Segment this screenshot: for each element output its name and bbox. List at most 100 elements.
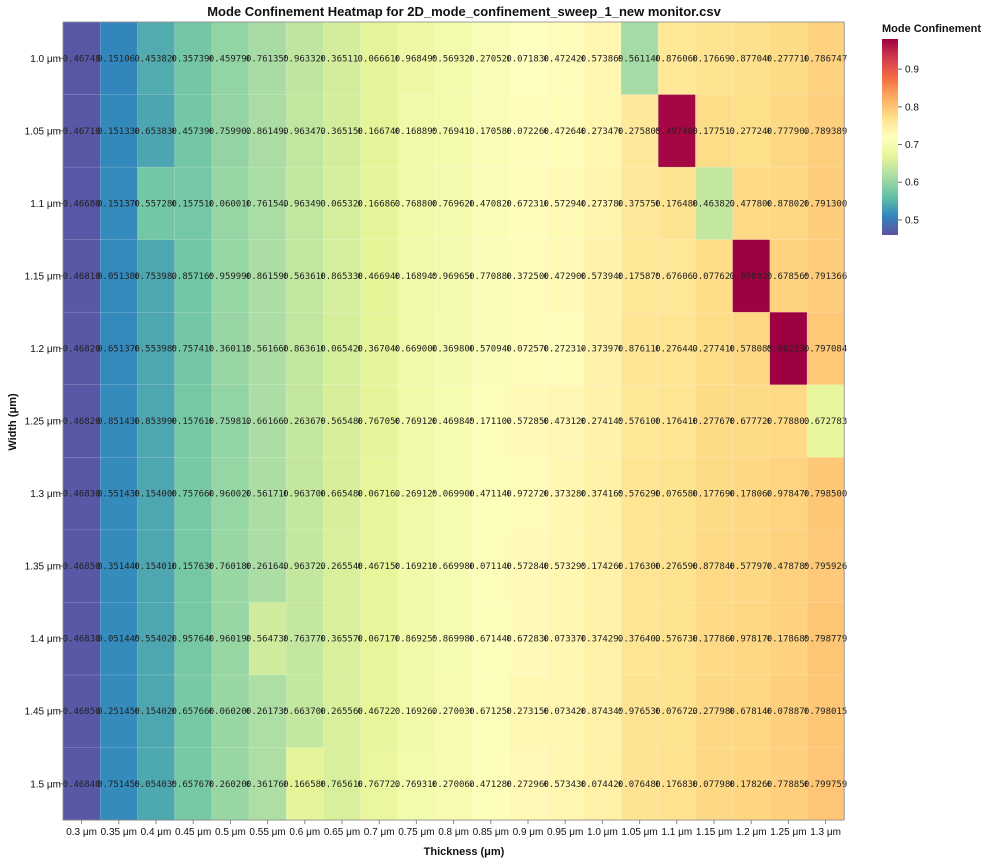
heatmap-cell bbox=[99, 747, 139, 821]
heatmap-cell bbox=[471, 674, 511, 749]
x-tick-label: 0.55 μm bbox=[249, 827, 285, 838]
cell-value-label: 0.277670 bbox=[692, 417, 735, 427]
heatmap-cell bbox=[806, 674, 845, 749]
x-tick-label: 1.05 μm bbox=[621, 827, 657, 838]
heatmap-cell bbox=[620, 384, 659, 458]
cell-value-label: 0.572840 bbox=[506, 562, 549, 572]
cell-value-label: 0.553985 bbox=[134, 344, 177, 354]
cell-value-label: 0.572940 bbox=[544, 199, 587, 209]
cell-value-label: 0.178260 bbox=[730, 780, 773, 790]
cell-value-label: 0.176416 bbox=[655, 417, 698, 427]
cell-value-label: 0.573430 bbox=[544, 780, 587, 790]
heatmap-cell bbox=[323, 384, 362, 458]
heatmap-cell bbox=[769, 602, 808, 676]
heatmap-cell bbox=[509, 529, 548, 604]
cell-value-label: 0.071140 bbox=[469, 562, 512, 572]
x-tick-label: 0.45 μm bbox=[175, 827, 211, 838]
cell-value-label: 0.769413 bbox=[432, 127, 475, 137]
heatmap-cell bbox=[732, 747, 771, 821]
heatmap-cell bbox=[434, 602, 473, 676]
heatmap-cell bbox=[546, 384, 585, 458]
cell-value-label: 0.671250 bbox=[469, 707, 512, 717]
heatmap-cell bbox=[620, 674, 659, 749]
cell-value-label: 0.561710 bbox=[246, 490, 289, 500]
cell-value-label: 0.375750 bbox=[618, 199, 661, 209]
heatmap-cell bbox=[769, 166, 808, 241]
cell-value-label: 0.069900 bbox=[432, 490, 475, 500]
cell-value-label: 0.376402 bbox=[618, 635, 661, 645]
heatmap-cell bbox=[360, 21, 399, 96]
cell-value-label: 0.876068 bbox=[655, 54, 698, 64]
cell-value-label: 0.272314 bbox=[544, 344, 587, 354]
heatmap-cell bbox=[285, 457, 325, 531]
cell-value-label: 0.778803 bbox=[767, 417, 810, 427]
y-tick-label: 1.0 μm bbox=[30, 54, 61, 65]
heatmap-cell bbox=[546, 674, 585, 749]
heatmap-cell bbox=[769, 747, 808, 821]
cell-value-label: 0.663700 bbox=[283, 707, 326, 717]
cell-value-label: 0.177517 bbox=[692, 127, 735, 137]
cell-value-label: 0.076722 bbox=[655, 707, 698, 717]
legend-ticks: 0.5 0.6 0.7 0.8 0.9 bbox=[898, 65, 919, 226]
heatmap-cell bbox=[471, 384, 511, 458]
heatmap-cell bbox=[806, 311, 845, 386]
cell-value-label: 0.154020 bbox=[134, 707, 177, 717]
heatmap-cell bbox=[769, 239, 808, 313]
cell-value-label: 0.072260 bbox=[506, 127, 549, 137]
cell-value-label: 0.076580 bbox=[655, 490, 698, 500]
cell-value-label: 0.998029 bbox=[730, 272, 773, 282]
heatmap-cell bbox=[657, 239, 697, 313]
heatmap-cell bbox=[583, 21, 622, 96]
heatmap-cell bbox=[620, 21, 659, 96]
cell-value-label: 0.677720 bbox=[730, 417, 773, 427]
cell-value-label: 0.869980 bbox=[432, 635, 475, 645]
heatmap-cell bbox=[174, 747, 213, 821]
heatmap-cell bbox=[620, 239, 659, 313]
cell-value-label: 0.361768 bbox=[246, 780, 289, 790]
cell-value-label: 0.789389 bbox=[804, 127, 847, 137]
heatmap-cell bbox=[174, 602, 213, 676]
cell-value-label: 0.166740 bbox=[358, 127, 401, 137]
cell-value-label: 0.463827 bbox=[692, 199, 735, 209]
cell-value-label: 0.467221 bbox=[358, 707, 401, 717]
cell-value-label: 0.373280 bbox=[544, 490, 587, 500]
cell-value-label: 0.768808 bbox=[395, 199, 438, 209]
cell-value-label: 0.561140 bbox=[618, 54, 661, 64]
heatmap-cell bbox=[62, 457, 101, 531]
cell-value-label: 0.372500 bbox=[506, 272, 549, 282]
heatmap-cell bbox=[434, 384, 473, 458]
heatmap-cell bbox=[434, 674, 473, 749]
x-tick-label: 0.8 μm bbox=[438, 827, 469, 838]
x-tick-label: 0.4 μm bbox=[141, 827, 172, 838]
heatmap-cell bbox=[657, 21, 697, 96]
heatmap-cell bbox=[769, 529, 808, 604]
heatmap-cell bbox=[509, 602, 548, 676]
cell-value-label: 0.657660 bbox=[172, 707, 215, 717]
heatmap-cell bbox=[323, 747, 362, 821]
heatmap-cell bbox=[62, 384, 101, 458]
cell-value-label: 0.46850 bbox=[63, 562, 101, 572]
heatmap-cell bbox=[174, 311, 213, 386]
cell-value-label: 0.177860 bbox=[692, 635, 735, 645]
heatmap-cell bbox=[695, 529, 734, 604]
cell-value-label: 0.759902 bbox=[209, 127, 252, 137]
x-tick-label: 1.2 μm bbox=[736, 827, 767, 838]
cell-value-label: 0.46680 bbox=[63, 199, 101, 209]
y-tick-label: 1.3 μm bbox=[30, 489, 61, 500]
cell-value-label: 0.261642 bbox=[246, 562, 289, 572]
heatmap-cell bbox=[583, 674, 622, 749]
cell-value-label: 0.874345 bbox=[581, 707, 624, 717]
cell-value-label: 0.471280 bbox=[469, 780, 512, 790]
heatmap-cell bbox=[248, 21, 287, 96]
heatmap-cell bbox=[806, 166, 845, 241]
cell-value-label: 0.265540 bbox=[320, 562, 363, 572]
heatmap-cell bbox=[546, 239, 585, 313]
cell-value-label: 0.669000 bbox=[395, 344, 438, 354]
cell-value-label: 0.767050 bbox=[358, 417, 401, 427]
cell-value-label: 0.154008 bbox=[134, 490, 177, 500]
y-tick-label: 1.05 μm bbox=[25, 126, 61, 137]
heatmap-cell bbox=[99, 239, 139, 313]
cell-value-label: 0.261735 bbox=[246, 707, 289, 717]
cell-value-label: 0.174266 bbox=[581, 562, 624, 572]
heatmap-cell bbox=[99, 457, 139, 531]
